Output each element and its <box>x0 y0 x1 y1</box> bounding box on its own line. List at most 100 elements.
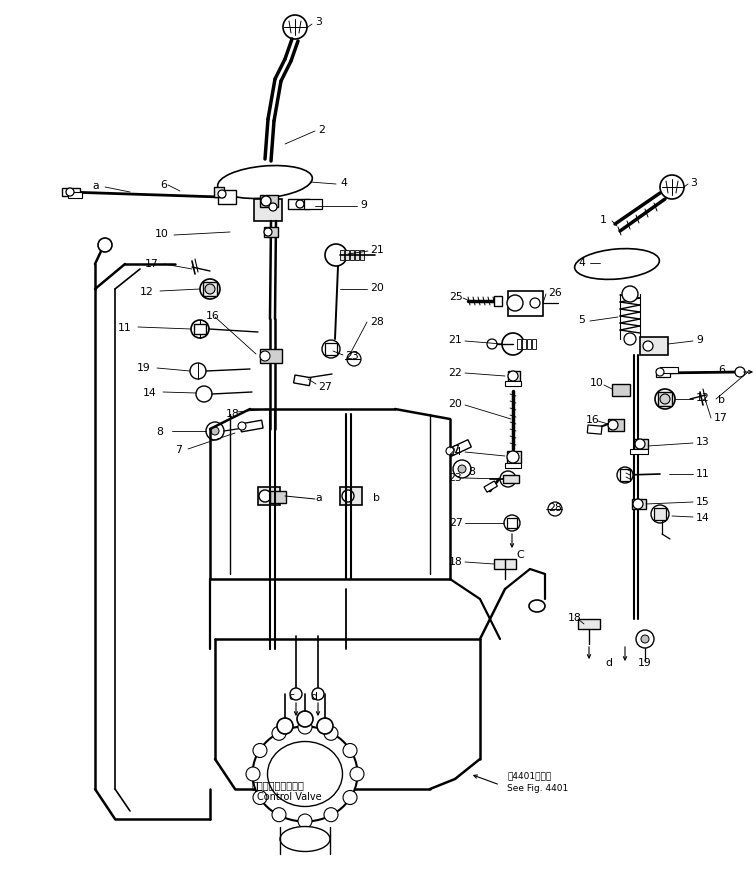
Text: 20: 20 <box>448 399 462 409</box>
Circle shape <box>660 394 670 405</box>
Bar <box>264 228 278 238</box>
Bar <box>340 250 344 261</box>
Text: 22: 22 <box>448 367 462 377</box>
Circle shape <box>735 367 745 377</box>
Text: 11: 11 <box>118 323 132 333</box>
Circle shape <box>508 372 518 382</box>
Circle shape <box>507 451 519 463</box>
Text: 11: 11 <box>696 468 710 478</box>
Ellipse shape <box>280 827 330 852</box>
Circle shape <box>643 342 653 351</box>
Circle shape <box>253 790 267 805</box>
Circle shape <box>259 491 271 502</box>
Text: 1: 1 <box>600 215 607 224</box>
Circle shape <box>608 420 618 431</box>
Circle shape <box>246 767 260 781</box>
Bar <box>532 340 536 350</box>
Circle shape <box>347 352 361 367</box>
Circle shape <box>264 229 272 237</box>
Text: 2: 2 <box>318 125 325 135</box>
Circle shape <box>196 386 212 402</box>
Text: 4: 4 <box>578 257 585 267</box>
Circle shape <box>507 296 523 312</box>
Circle shape <box>98 239 112 253</box>
Bar <box>660 367 678 374</box>
Circle shape <box>297 712 313 727</box>
Bar <box>214 188 224 198</box>
Bar <box>325 343 337 356</box>
Bar <box>608 419 624 432</box>
Circle shape <box>66 189 74 197</box>
Circle shape <box>324 808 338 822</box>
Bar <box>505 382 521 386</box>
Bar <box>587 426 602 434</box>
Text: 9: 9 <box>696 334 703 344</box>
Bar <box>517 340 521 350</box>
Ellipse shape <box>529 601 545 612</box>
Bar <box>656 369 670 377</box>
Text: 16: 16 <box>586 415 600 425</box>
Circle shape <box>325 245 347 266</box>
Text: b: b <box>373 493 380 502</box>
Text: 21: 21 <box>370 245 384 255</box>
Text: 7: 7 <box>452 444 459 454</box>
Bar <box>68 193 82 198</box>
Ellipse shape <box>575 249 659 280</box>
Text: 15: 15 <box>696 496 710 506</box>
Text: 19: 19 <box>137 363 150 373</box>
Circle shape <box>322 341 340 358</box>
Bar <box>632 500 646 510</box>
Circle shape <box>238 423 246 431</box>
Text: 20: 20 <box>370 283 384 292</box>
Text: 16: 16 <box>206 310 220 321</box>
Bar <box>340 487 362 505</box>
Text: 12: 12 <box>696 392 710 402</box>
Bar <box>194 325 206 334</box>
Circle shape <box>324 727 338 740</box>
Circle shape <box>446 448 454 455</box>
Text: 19: 19 <box>638 657 652 667</box>
Circle shape <box>548 502 562 517</box>
Text: 25: 25 <box>449 291 463 301</box>
Bar <box>448 440 471 457</box>
Bar <box>507 519 517 528</box>
Circle shape <box>502 333 524 356</box>
Text: 26: 26 <box>548 288 562 298</box>
Text: 7: 7 <box>175 444 182 454</box>
Circle shape <box>530 299 540 308</box>
Bar <box>288 199 310 210</box>
Bar <box>640 338 668 356</box>
Text: 10: 10 <box>590 377 604 388</box>
Text: 8: 8 <box>468 467 475 477</box>
Bar <box>634 440 648 450</box>
Bar <box>350 250 354 261</box>
Bar <box>360 250 364 261</box>
Circle shape <box>261 197 271 207</box>
Text: c: c <box>288 691 294 701</box>
Text: 6: 6 <box>160 180 167 190</box>
Bar <box>505 463 521 468</box>
Circle shape <box>290 688 302 700</box>
Circle shape <box>453 460 471 478</box>
Circle shape <box>253 744 267 757</box>
Bar <box>507 451 521 463</box>
Text: 3: 3 <box>315 17 322 27</box>
Bar <box>240 421 263 433</box>
Bar <box>260 350 282 364</box>
Circle shape <box>296 201 304 209</box>
Bar <box>630 450 648 454</box>
Circle shape <box>458 466 466 474</box>
Text: See Fig. 4401: See Fig. 4401 <box>507 784 569 793</box>
Circle shape <box>636 630 654 648</box>
Circle shape <box>260 351 270 361</box>
Bar <box>654 509 666 520</box>
Text: 27: 27 <box>318 382 332 392</box>
Circle shape <box>298 721 312 734</box>
Circle shape <box>617 468 633 484</box>
Circle shape <box>504 516 520 531</box>
Circle shape <box>342 491 354 502</box>
Text: Control Valve: Control Valve <box>257 791 321 801</box>
Circle shape <box>277 718 293 734</box>
Circle shape <box>312 688 324 700</box>
Circle shape <box>500 471 516 487</box>
